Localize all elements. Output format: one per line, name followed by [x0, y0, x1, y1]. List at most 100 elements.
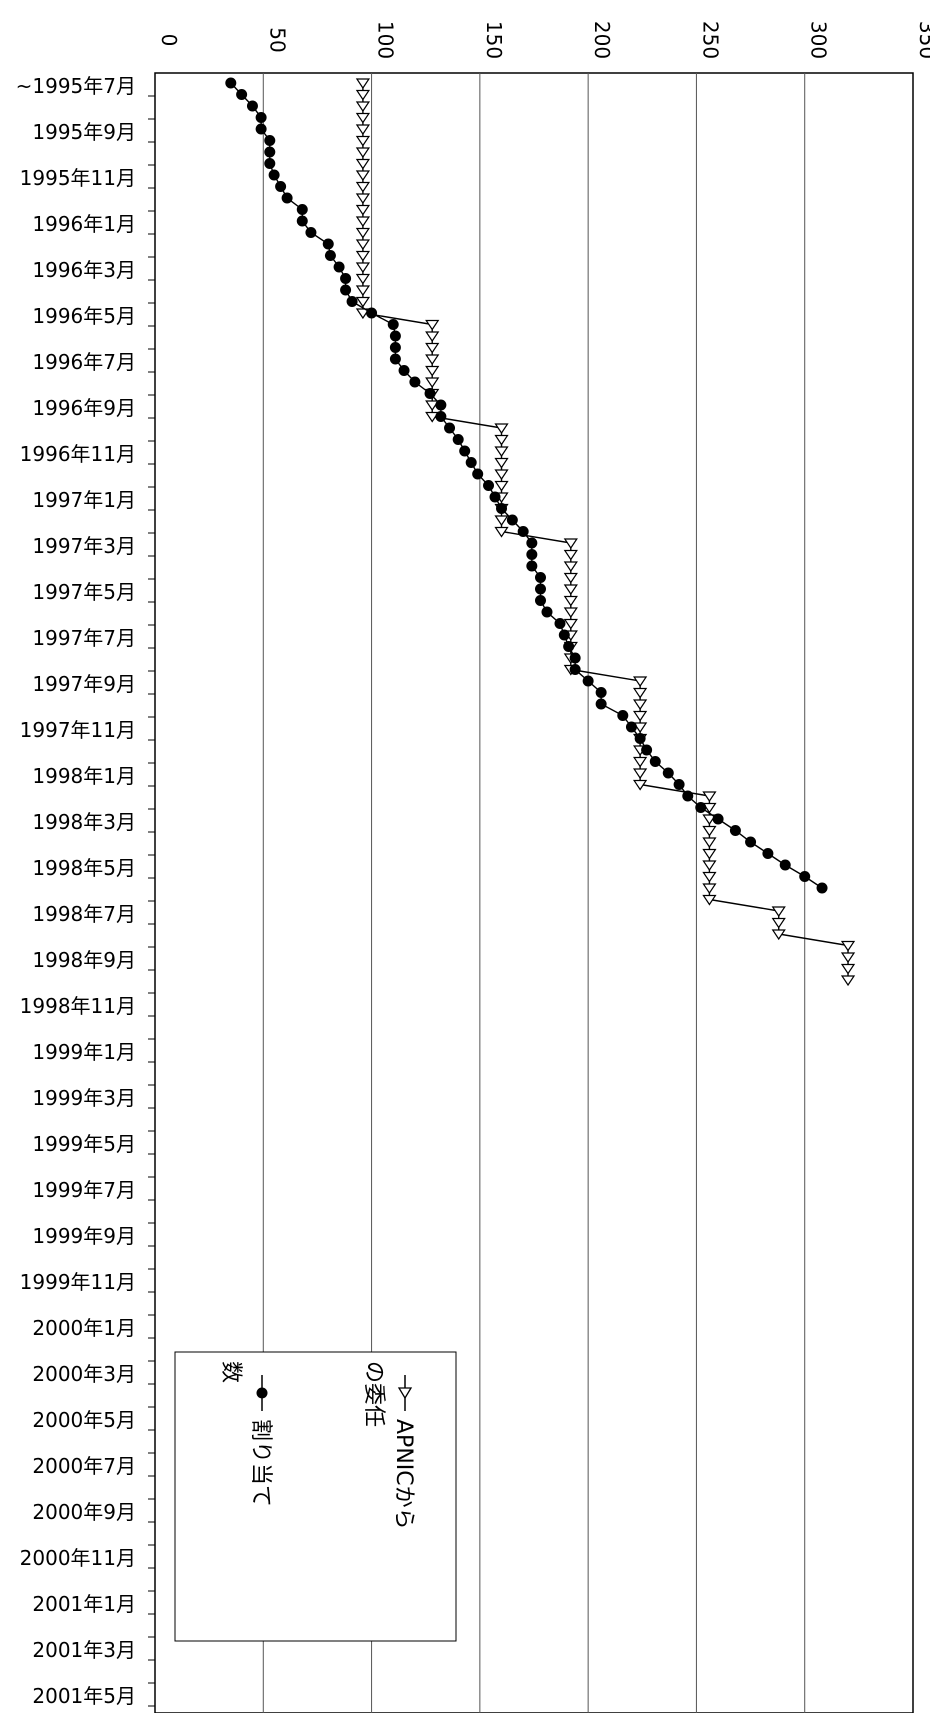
category-label: 1997年7月	[32, 626, 136, 650]
triangle-marker	[355, 124, 371, 136]
dot-marker	[268, 169, 280, 181]
category-label: ~1995年7月	[16, 74, 136, 98]
dot-marker	[472, 468, 484, 480]
triangle-marker	[771, 917, 786, 929]
dot-marker	[799, 871, 811, 882]
dot-marker	[255, 123, 267, 135]
category-label: 1998年3月	[32, 810, 136, 834]
legend-label-allocation-1: 割り当て	[248, 1419, 273, 1507]
value-tick-label: 100	[374, 21, 398, 59]
category-label: 2001年5月	[32, 1684, 136, 1708]
category-label: 1996年11月	[20, 442, 136, 466]
triangle-marker	[355, 285, 371, 297]
dot-marker	[398, 365, 410, 376]
triangle-marker	[702, 825, 717, 837]
dot-marker	[389, 342, 401, 353]
legend-box	[174, 1351, 457, 1642]
dot-marker	[465, 457, 477, 468]
dot-marker	[569, 652, 581, 664]
dot-marker	[662, 767, 674, 779]
dot-marker	[649, 756, 661, 767]
value-tick-label: 300	[807, 21, 831, 59]
triangle-marker	[840, 940, 856, 952]
dot-marker	[745, 836, 757, 848]
dot-marker	[526, 549, 538, 560]
triangle-marker	[355, 239, 371, 251]
triangle-marker	[425, 365, 440, 377]
dot-marker	[762, 848, 774, 859]
legend-label-delegation-2: の委任	[361, 1361, 386, 1427]
dot-marker	[517, 526, 529, 537]
triangle-marker	[355, 216, 371, 228]
series-allocation	[225, 77, 828, 894]
triangle-marker	[494, 423, 509, 435]
dot-marker	[673, 779, 685, 790]
dot-marker	[563, 641, 575, 652]
triangle-marker	[494, 526, 509, 538]
triangle-marker	[494, 457, 509, 469]
triangle-marker	[702, 894, 717, 906]
dot-marker	[255, 112, 267, 123]
dot-marker	[526, 560, 538, 572]
category-label: 1996年5月	[32, 304, 136, 328]
triangle-marker	[355, 181, 371, 193]
triangle-marker	[355, 101, 371, 113]
dot-marker	[409, 376, 421, 388]
dot-marker	[296, 204, 308, 215]
triangle-marker	[632, 699, 648, 711]
legend-item-delegation: APNICから の委任	[361, 1361, 416, 1530]
triangle-marker	[632, 779, 648, 791]
triangle-marker	[494, 446, 509, 458]
triangle-marker	[563, 595, 578, 607]
dot-marker	[324, 250, 336, 261]
triangle-marker	[632, 768, 648, 780]
triangle-marker	[355, 273, 371, 285]
triangle-marker	[563, 538, 578, 550]
triangle-marker	[632, 676, 648, 688]
dot-marker	[534, 595, 546, 606]
dot-marker	[275, 181, 287, 192]
triangle-marker	[425, 354, 440, 366]
dot-marker	[225, 77, 237, 89]
dot-marker	[296, 215, 308, 227]
dot-marker	[333, 261, 345, 273]
category-label: 2000年3月	[32, 1362, 136, 1386]
dot-marker	[625, 721, 637, 733]
legend-label-allocation-2: 数	[218, 1361, 243, 1383]
legend-marker-dot-icon	[256, 1387, 268, 1399]
triangle-marker	[355, 170, 371, 182]
triangle-marker	[702, 848, 717, 860]
category-label: 1998年5月	[32, 856, 136, 880]
dot-marker	[558, 629, 570, 641]
category-label: 1998年7月	[32, 902, 136, 926]
value-tick-label: 200	[590, 21, 614, 59]
dot-marker	[264, 158, 276, 169]
triangle-marker	[702, 791, 717, 803]
dot-marker	[264, 135, 276, 146]
triangle-marker	[840, 952, 856, 964]
triangle-marker	[632, 756, 648, 768]
dot-marker	[322, 238, 334, 250]
dot-marker	[236, 89, 248, 100]
category-label: 1995年9月	[32, 120, 136, 144]
triangle-marker	[563, 618, 578, 630]
dot-marker	[712, 813, 724, 825]
dot-marker	[389, 330, 401, 342]
legend: APNICから の委任 割り当て 数	[174, 1351, 457, 1642]
category-label: 1997年5月	[32, 580, 136, 604]
dot-marker	[617, 710, 629, 721]
triangle-marker	[563, 561, 578, 573]
dot-marker	[496, 503, 508, 514]
category-label: 1996年1月	[32, 212, 136, 236]
dot-marker	[779, 859, 791, 871]
triangle-marker	[355, 135, 371, 147]
category-label: 1998年9月	[32, 948, 136, 972]
triangle-marker	[425, 411, 440, 423]
category-label: 1996年9月	[32, 396, 136, 420]
triangle-marker	[702, 814, 717, 826]
triangle-marker	[771, 929, 786, 941]
triangle-marker	[840, 975, 856, 987]
dot-marker	[305, 227, 317, 238]
category-label: 1999年1月	[32, 1040, 136, 1064]
